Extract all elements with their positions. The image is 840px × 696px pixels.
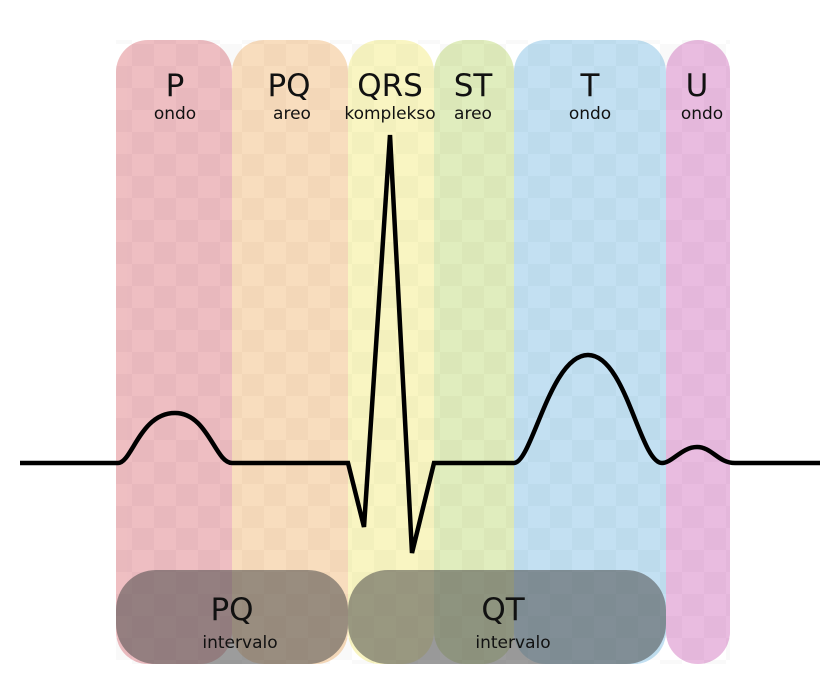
interval-label: QT xyxy=(481,592,525,628)
interval-sublabel: intervalo xyxy=(202,633,277,653)
segment-sublabel: ondo xyxy=(569,104,611,124)
segment-sublabel: komplekso xyxy=(344,104,435,124)
segment-sublabel: areo xyxy=(273,104,311,124)
segment-label: ST xyxy=(454,68,494,104)
segment-label: PQ xyxy=(267,68,310,104)
pq-interval-box xyxy=(116,570,348,664)
interval-labels: PQ intervalo QT intervalo xyxy=(202,592,550,653)
interval-label: PQ xyxy=(210,592,253,628)
segment-sublabel: ondo xyxy=(154,104,196,124)
checker-overlay xyxy=(116,40,730,664)
qt-interval-box xyxy=(348,570,666,664)
ecg-trace xyxy=(20,134,820,554)
segment-label: P xyxy=(166,68,185,104)
segment-label: T xyxy=(580,68,601,104)
interval-boxes xyxy=(116,570,666,664)
segment-labels: P ondo PQ areo QRS komplekso ST areo T o… xyxy=(154,68,723,124)
segment-label: U xyxy=(686,68,709,104)
segment-sublabel: ondo xyxy=(681,104,723,124)
segment-sublabel: areo xyxy=(454,104,492,124)
interval-sublabel: intervalo xyxy=(475,633,550,653)
segment-label: QRS xyxy=(357,68,423,104)
